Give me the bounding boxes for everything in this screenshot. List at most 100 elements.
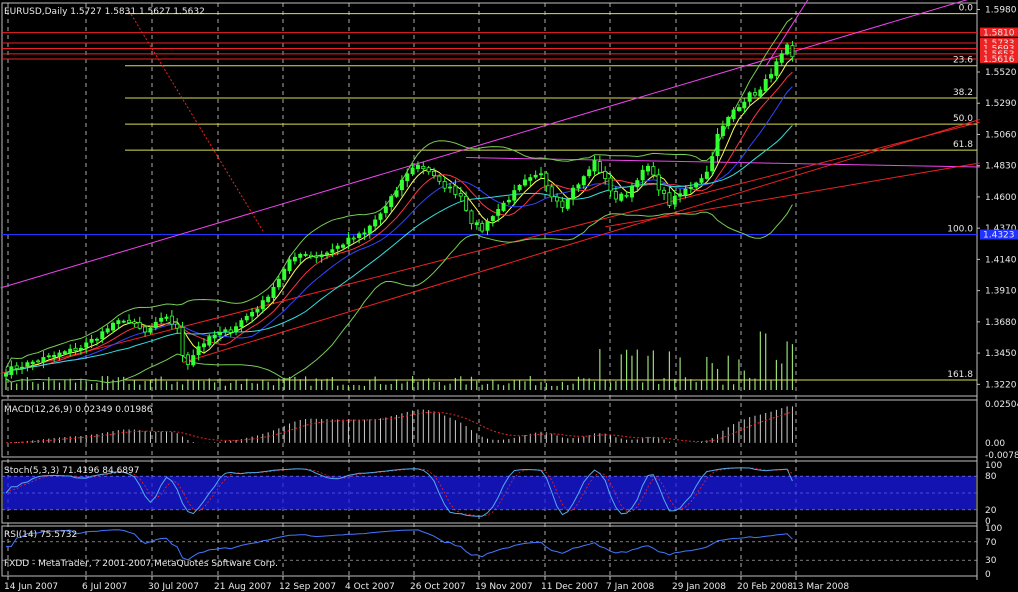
candle-body (303, 254, 308, 256)
candle-body (597, 161, 602, 173)
candle-body (121, 320, 126, 323)
ma-long (5, 125, 793, 374)
stoch-tick-label: 100 (985, 461, 1002, 471)
time-axis[interactable]: 14 Jun 2007 6 Jul 2007 30 Jul 2007 21 Aug 2… (4, 576, 849, 592)
macd-panel[interactable] (5, 406, 793, 444)
price-tick-label: 1.3220 (985, 380, 1017, 390)
price-axis[interactable]: 1.5980 1.5520 1.5290 1.5060 1.4830 1.4600 1.43… (977, 6, 1017, 391)
candle-body (528, 177, 533, 181)
price-tick-label: 1.5290 (985, 99, 1017, 109)
candle-body (30, 361, 35, 365)
candle-body (437, 175, 442, 182)
candle-body (790, 45, 795, 58)
candle-body (753, 92, 758, 96)
candle-body (571, 187, 576, 200)
trend-channel-upper (0, 0, 968, 289)
candle-body (763, 78, 768, 91)
candle-body (587, 169, 592, 177)
candle-body (539, 173, 544, 176)
fib-level-label: 161.8 (947, 370, 973, 380)
candle-body (335, 245, 340, 249)
stochastic-panel[interactable] (2, 467, 977, 517)
rsi-tick-label: 0 (985, 570, 991, 580)
candle-body (298, 254, 303, 258)
candle-body (180, 326, 185, 356)
candle-body (496, 208, 501, 216)
candle-body (169, 315, 174, 325)
rsi-tick-label: 30 (985, 556, 997, 566)
candle-body (555, 196, 560, 202)
candle-body (442, 181, 447, 189)
price-tick-label: 1.4140 (985, 255, 1017, 265)
candle-body (565, 199, 570, 209)
candle-body (292, 256, 297, 262)
stoch-tick-label: 80 (985, 472, 997, 482)
price-tag (980, 38, 1018, 48)
chart-title: EURUSD,Daily 1.5727 1.5831 1.5627 1.5632 (4, 7, 205, 17)
stoch-main-line (5, 467, 793, 517)
candle-body (608, 177, 613, 192)
candle-body (549, 186, 554, 198)
candle-body (624, 194, 629, 197)
macd-tick-label: 0.00 (985, 439, 1005, 449)
candle-body (341, 244, 346, 248)
trend-channel-middle (0, 121, 980, 374)
panel-frames (1, 0, 978, 580)
candle-body (464, 195, 469, 211)
candle-body (100, 331, 105, 340)
time-tick-label: 30 Jul 2007 (148, 582, 199, 592)
candle-body (394, 190, 399, 197)
candle-body (276, 278, 281, 288)
fib-level-label: 38.2 (953, 88, 973, 98)
candle-body (485, 220, 490, 231)
fib-level-label: 0.0 (959, 4, 974, 14)
candle-body (223, 329, 228, 332)
candle-body (656, 174, 661, 191)
candle-body (116, 320, 121, 325)
candle-body (785, 44, 790, 55)
candle-body (747, 92, 752, 102)
time-tick-label: 19 Nov 2007 (475, 582, 533, 592)
price-panel[interactable]: 0.0 23.6 38.2 50.0 61.8 100.0 161.8 (0, 0, 980, 390)
candle-body (266, 296, 271, 302)
candle-body (217, 331, 222, 336)
candle-body (41, 357, 46, 363)
fibonacci-labels: 0.0 23.6 38.2 50.0 61.8 100.0 161.8 (947, 4, 973, 380)
rsi-panel[interactable] (2, 529, 977, 561)
candle-body (239, 320, 244, 328)
candle-body (672, 196, 677, 205)
trend-channel-lower (182, 119, 980, 364)
candle-body (742, 101, 747, 109)
price-tick-label: 1.5980 (985, 6, 1017, 16)
time-tick-label: 12 Sep 2007 (279, 582, 336, 592)
candle-body (415, 164, 420, 170)
trend-channel-steep (765, 0, 809, 67)
candle-body (25, 362, 30, 367)
bollinger-lower (5, 204, 793, 384)
candle-body (89, 338, 94, 343)
candle-body (635, 180, 640, 188)
macd-label: MACD(12,26,9) 0.02349 0.01986 (4, 405, 153, 415)
candle-body (287, 259, 292, 271)
candle-body (94, 338, 99, 341)
candle-body (421, 165, 426, 170)
candle-body (710, 156, 715, 172)
fib-level-label: 61.8 (953, 140, 973, 150)
candle-body (592, 160, 597, 172)
time-tick-label: 21 Aug 2007 (214, 582, 272, 592)
price-tick-label: 1.3910 (985, 287, 1017, 297)
fib-level-label: 50.0 (953, 114, 973, 124)
candle-body (234, 326, 239, 333)
candle-body (576, 184, 581, 189)
candle-body (191, 355, 196, 366)
time-tick-label: 26 Oct 2007 (410, 582, 466, 592)
candle-body (346, 237, 351, 245)
stoch-signal-line (5, 467, 793, 517)
time-tick-label: 4 Oct 2007 (345, 582, 395, 592)
copyright-footer: FXDD - MetaTrader, ? 2001-2007 MetaQuote… (4, 559, 278, 569)
fib-level-label: 23.6 (953, 56, 973, 66)
candle-body (731, 109, 736, 119)
candle-body (164, 316, 169, 319)
